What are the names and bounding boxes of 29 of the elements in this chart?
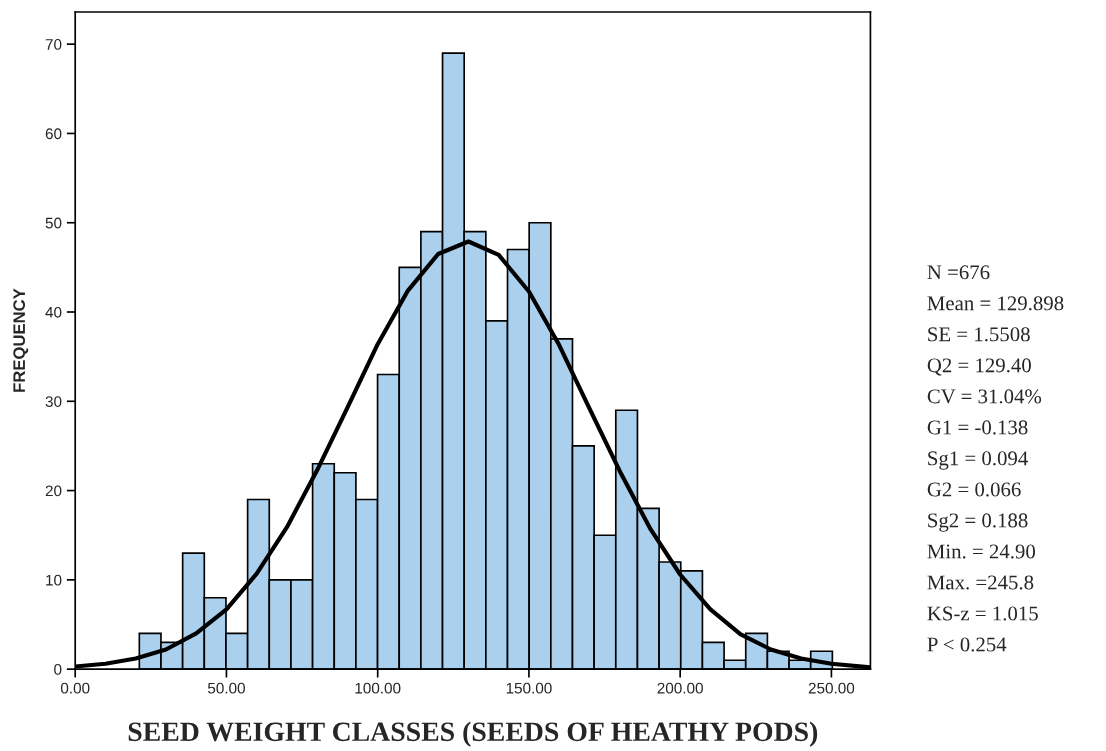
text: N =676	[927, 265, 990, 280]
text: P < 0.254	[927, 637, 1007, 652]
y-tick-label: 70	[45, 39, 62, 50]
y-tick-label: 0	[54, 664, 62, 675]
x-tick-label: 150.00	[506, 682, 552, 694]
y-tick-label: 20	[45, 485, 62, 497]
x-tick-label: 200.00	[657, 682, 703, 694]
y-tick-label: 50	[45, 217, 62, 229]
y-tick-label: 30	[45, 396, 62, 407]
text: CV = 31.04%	[927, 389, 1042, 404]
y-tick-label: 60	[45, 128, 62, 140]
x-tick-label: 250.00	[808, 682, 855, 694]
y-tick-label: 40	[45, 306, 62, 318]
text: G2 = 0.066	[927, 482, 1021, 497]
text: Mean = 129.898	[927, 296, 1064, 311]
text: KS-z = 1.015	[927, 606, 1038, 621]
text: Q2 = 129.40	[927, 358, 1031, 376]
x-tick-label: 50.00	[207, 682, 245, 694]
text: Sg1 = 0.094	[928, 451, 1028, 470]
y-axis-title: FREQUENCY	[13, 288, 29, 392]
text: SE = 1.5508	[928, 327, 1030, 342]
text: Min. = 24.90	[927, 544, 1036, 559]
text: Max. =245.8	[927, 575, 1034, 590]
text: Sg2 = 0.188	[928, 513, 1028, 532]
x-axis-title: SEED WEIGHT CLASSES (SEEDS OF HEATHY PODS)	[128, 721, 818, 747]
text: G1 = -0.138	[927, 420, 1028, 435]
x-tick-label: 0.00	[60, 682, 90, 694]
y-tick-label: 10	[46, 574, 62, 586]
x-tick-label: 100.00	[355, 682, 401, 694]
